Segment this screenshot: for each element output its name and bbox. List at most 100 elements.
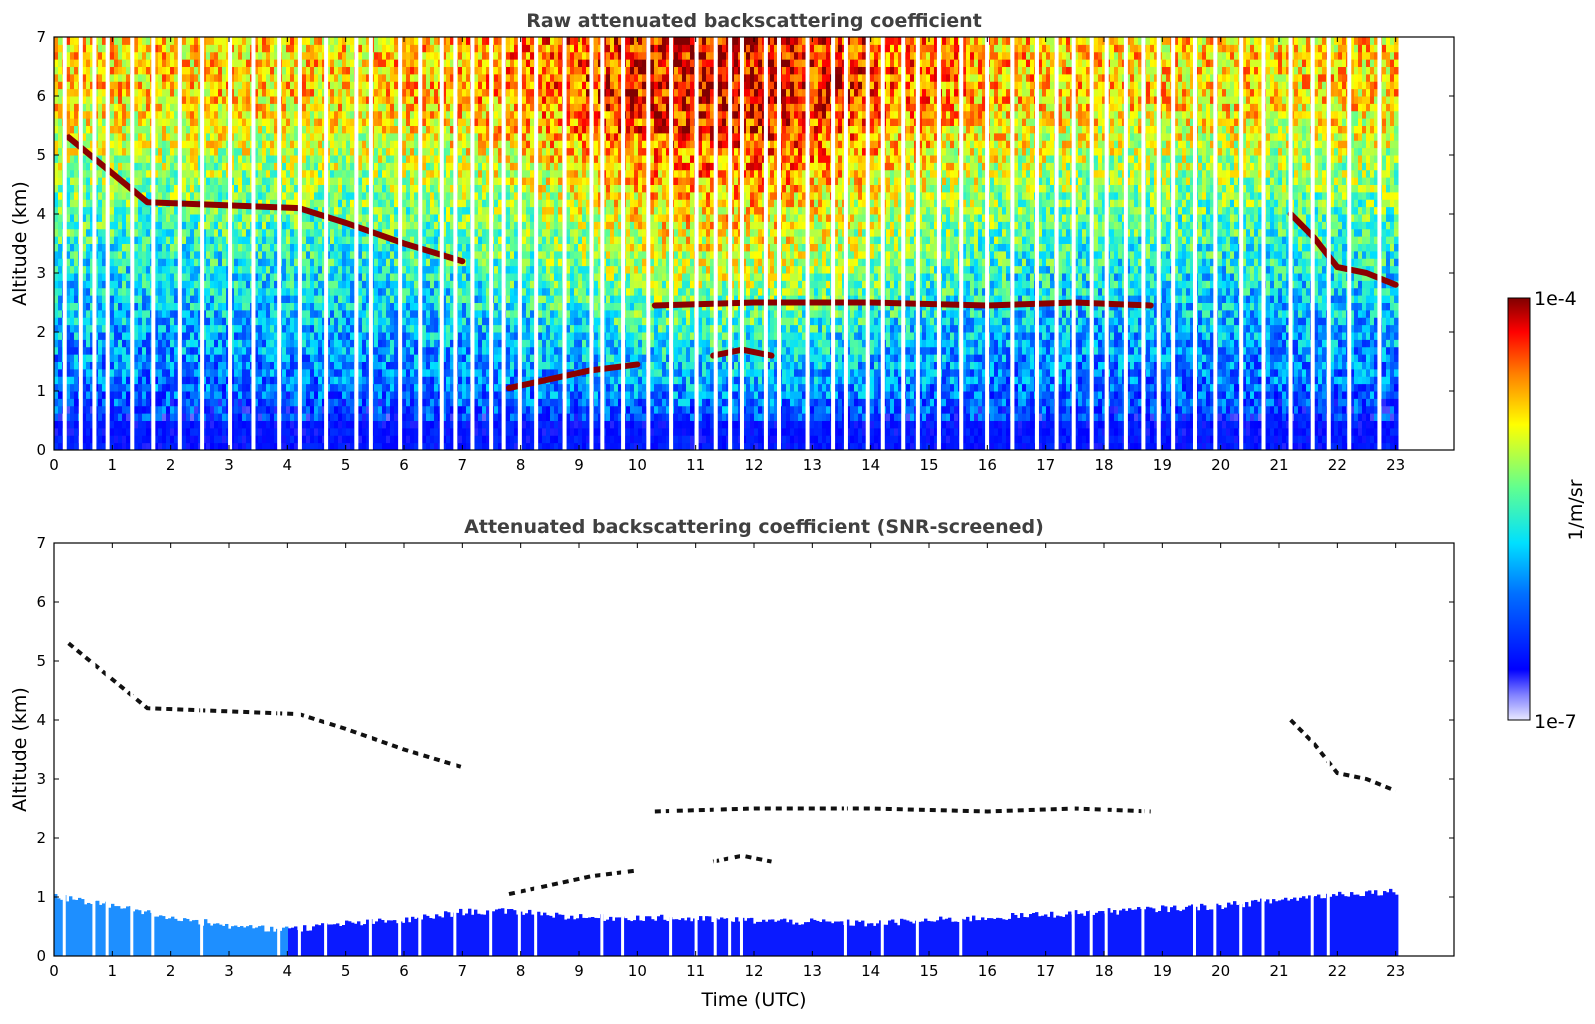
raw-heatmap-cell (134, 118, 139, 126)
raw-heatmap-cell (274, 376, 279, 385)
raw-heatmap-cell (98, 420, 103, 429)
raw-heatmap-cell (378, 287, 383, 296)
raw-heatmap-cell (154, 398, 159, 407)
raw-heatmap-cell (286, 302, 291, 311)
raw-heatmap-cell (170, 287, 175, 296)
raw-heatmap-cell (246, 147, 251, 156)
raw-heatmap-cell (58, 51, 63, 60)
raw-heatmap-cell (382, 339, 387, 348)
raw-heatmap-cell (274, 140, 279, 149)
raw-heatmap-cell (74, 125, 79, 134)
raw-heatmap-cell (54, 44, 59, 53)
raw-heatmap-cell (186, 59, 191, 67)
raw-heatmap-cell (286, 354, 291, 362)
raw-heatmap-cell (402, 118, 407, 126)
raw-heatmap-cell (286, 81, 291, 90)
raw-heatmap-cell (110, 317, 115, 326)
raw-heatmap-cell (394, 110, 399, 119)
raw-heatmap-cell (214, 265, 219, 274)
raw-heatmap-cell (122, 44, 127, 53)
raw-heatmap-cell (266, 66, 271, 75)
raw-heatmap-cell (306, 368, 311, 377)
raw-heatmap-cell (338, 295, 343, 303)
raw-heatmap-cell (238, 88, 243, 97)
raw-heatmap-cell (186, 405, 191, 414)
raw-heatmap-cell (286, 280, 291, 289)
raw-heatmap-cell (274, 258, 279, 267)
raw-heatmap-cell (310, 118, 315, 126)
raw-heatmap-cell (214, 221, 219, 230)
raw-heatmap-cell (114, 317, 119, 326)
raw-heatmap-cell (86, 177, 91, 185)
raw-heatmap-cell (142, 125, 147, 134)
raw-heatmap-cell (194, 81, 199, 90)
raw-heatmap-cell (358, 73, 363, 82)
raw-heatmap-cell (138, 280, 143, 289)
raw-heatmap-cell (162, 214, 167, 222)
raw-heatmap-cell (350, 391, 355, 399)
raw-heatmap-cell (98, 125, 103, 134)
raw-heatmap-cell (222, 258, 227, 267)
raw-heatmap-cell (326, 435, 331, 444)
raw-heatmap-cell (170, 332, 175, 340)
raw-heatmap-cell (194, 184, 199, 193)
raw-heatmap-cell (306, 376, 311, 385)
raw-heatmap-cell (346, 302, 351, 311)
raw-heatmap-cell (210, 118, 215, 126)
raw-heatmap-cell (262, 361, 267, 370)
raw-heatmap-cell (190, 442, 195, 450)
raw-heatmap-cell (154, 73, 159, 82)
raw-heatmap-cell (362, 287, 367, 296)
raw-heatmap-cell (214, 361, 219, 370)
raw-heatmap-cell (318, 221, 323, 230)
raw-heatmap-cell (66, 125, 71, 134)
raw-heatmap-cell (230, 66, 235, 75)
raw-heatmap-cell (118, 184, 123, 193)
raw-heatmap-cell (262, 258, 267, 267)
raw-heatmap-cell (146, 37, 151, 45)
raw-heatmap-cell (362, 191, 367, 200)
raw-heatmap-cell (102, 346, 107, 355)
raw-heatmap-cell (210, 214, 215, 222)
raw-heatmap-cell (82, 302, 87, 311)
raw-heatmap-cell (74, 413, 79, 421)
raw-heatmap-cell (286, 273, 291, 281)
raw-heatmap-cell (366, 110, 371, 119)
raw-heatmap-cell (366, 37, 371, 45)
raw-heatmap-cell (302, 147, 307, 156)
raw-heatmap-cell (386, 339, 391, 348)
raw-heatmap-cell (82, 206, 87, 215)
raw-heatmap-cell (54, 346, 59, 355)
raw-heatmap-cell (318, 59, 323, 67)
raw-heatmap-cell (70, 162, 75, 171)
raw-heatmap-cell (302, 317, 307, 326)
raw-heatmap-cell (114, 339, 119, 348)
raw-heatmap-cell (290, 420, 295, 429)
raw-heatmap-cell (318, 280, 323, 289)
raw-heatmap-cell (186, 361, 191, 370)
raw-heatmap-cell (174, 354, 179, 362)
raw-heatmap-cell (362, 368, 367, 377)
raw-heatmap-cell (86, 398, 91, 407)
raw-heatmap-cell (174, 81, 179, 90)
raw-heatmap-cell (66, 177, 71, 185)
raw-heatmap-cell (290, 405, 295, 414)
raw-heatmap-cell (54, 273, 59, 281)
raw-heatmap-cell (306, 280, 311, 289)
raw-heatmap-cell (134, 273, 139, 281)
raw-heatmap-cell (394, 66, 399, 75)
raw-heatmap-cell (74, 376, 79, 385)
raw-heatmap-cell (122, 199, 127, 208)
raw-heatmap-cell (330, 191, 335, 200)
raw-heatmap-cell (338, 332, 343, 340)
raw-heatmap-cell (258, 280, 263, 289)
raw-heatmap-cell (330, 37, 335, 45)
raw-heatmap-cell (118, 96, 123, 104)
raw-heatmap-cell (222, 273, 227, 281)
raw-heatmap-cell (254, 361, 259, 370)
raw-heatmap-cell (110, 110, 115, 119)
raw-heatmap-cell (98, 427, 103, 436)
raw-heatmap-cell (330, 155, 335, 163)
raw-heatmap-cell (334, 169, 339, 178)
raw-heatmap-cell (314, 435, 319, 444)
